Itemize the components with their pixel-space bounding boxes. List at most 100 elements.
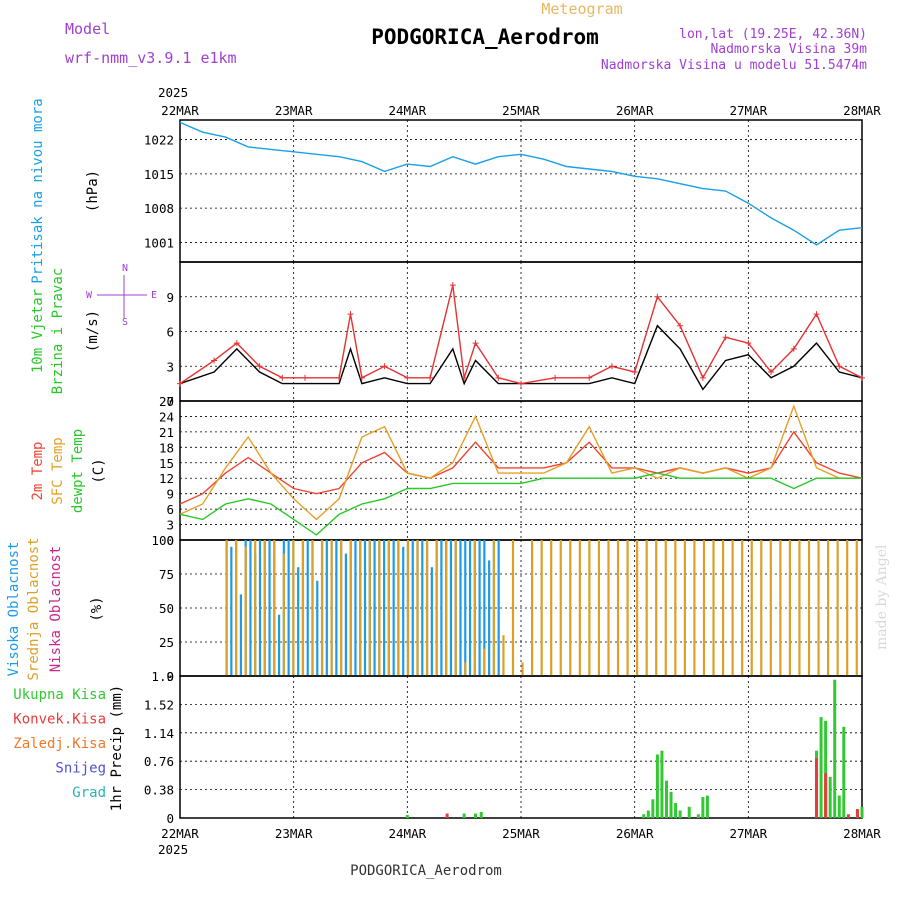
cloud-bar-mid_cloud [559, 540, 562, 676]
gust-marker [358, 374, 365, 381]
cloud-bar-mid_cloud [340, 540, 343, 676]
cloud-bar-mid_cloud [741, 540, 744, 676]
cloud-bar-mid_cloud [502, 635, 505, 676]
cloud-bar-mid_cloud [473, 540, 476, 676]
cloud-bar-high_cloud [287, 540, 290, 676]
precip-bar-total_precip [833, 679, 837, 818]
y-tick-label: 0 [166, 533, 174, 548]
precip-legend-item: Snijeg [55, 761, 106, 777]
y-tick-label: 1.14 [144, 726, 174, 741]
cloud-bar-mid_cloud [483, 648, 486, 676]
cloud-bar-high_cloud [297, 567, 300, 676]
cloud-bar-high_cloud [392, 540, 395, 676]
panel-wind: 0 3 6 9 [166, 261, 865, 409]
y-tick-label: 0 [166, 811, 174, 826]
precip-bar-total_precip [687, 806, 691, 818]
precip-legend-item: Grad [72, 785, 106, 801]
y-tick-label: 1022 [144, 133, 174, 148]
gust-marker [381, 363, 388, 370]
gust-marker [677, 322, 684, 329]
series-line-temp2m [179, 430, 863, 505]
meteogram-title: Meteogram [541, 0, 622, 18]
y-tick-label: 9 [166, 290, 174, 305]
cloud-bar-mid_cloud [540, 540, 543, 676]
y-tick-label: 3 [166, 518, 174, 533]
compass-n: N [122, 263, 128, 274]
y-tick-label: 1.52 [144, 697, 174, 712]
precip-bar-conv_precip [445, 813, 449, 818]
cloud-bar-high_cloud [411, 540, 414, 676]
x-tick-label-top: 27MAR [730, 103, 768, 118]
cloud-bar-high_cloud [354, 540, 357, 676]
y-tick-label: 15 [159, 456, 174, 471]
gust-marker [631, 369, 638, 376]
precip-bar-total_precip [642, 814, 646, 818]
gust-marker [472, 340, 479, 347]
y-tick-label: 9 [166, 487, 174, 502]
y-tick-label: 18 [159, 440, 174, 455]
gust-marker [813, 311, 820, 318]
year-top: 2025 [158, 85, 188, 100]
cloud-bar-mid_cloud [378, 540, 381, 676]
precip-bar-total_precip [655, 754, 659, 818]
cloud-bar-mid_cloud [244, 546, 247, 676]
gust-marker [449, 282, 456, 289]
cloud-bar-mid_cloud [425, 540, 429, 676]
cloud-bar-mid_cloud [597, 540, 601, 676]
y-tick-label: 21 [159, 425, 174, 440]
y-tick-label: 24 [159, 409, 174, 424]
model-elevation-text: Nadmorska Visina u modelu 51.5474m [601, 58, 867, 73]
precip-bar-total_precip [819, 717, 823, 818]
gust-marker [745, 340, 752, 347]
cloud-bar-mid_cloud [311, 540, 314, 676]
y-tick-label: 75 [159, 567, 174, 582]
cloud-bar-mid_cloud [760, 540, 763, 676]
precip-bar-conv_precip [855, 809, 859, 818]
cloud-bar-mid_cloud [683, 540, 686, 676]
cloud-bar-high_cloud [449, 540, 453, 676]
cloud-bar-mid_cloud [511, 540, 515, 676]
cloud-bar-high_cloud [478, 540, 481, 676]
y-tick-label: 0 [166, 394, 174, 409]
y-tick-label: 1008 [144, 201, 174, 216]
y-tick-label: 25 [159, 635, 174, 650]
cloud-bar-mid_cloud [292, 540, 295, 676]
panel-clouds: 0 25 50 75 100 [151, 533, 863, 684]
cloud-bar-mid_cloud [416, 540, 419, 676]
cloud-bar-high_cloud [363, 540, 367, 676]
cloud-bar-high_cloud [468, 540, 472, 676]
cloud-bar-mid_cloud [492, 540, 496, 676]
cloud-bar-high_cloud [421, 540, 424, 676]
cloud-bar-mid_cloud [779, 540, 782, 676]
gust-marker [552, 374, 559, 381]
cloud-bar-high_cloud [239, 594, 242, 676]
cloud-bar-high_cloud [430, 567, 433, 676]
precip-bar-total_precip [405, 815, 409, 818]
gust-marker [347, 311, 354, 318]
cloud-bar-mid_cloud [721, 540, 725, 676]
y-tick-label: 1001 [144, 235, 174, 250]
series-line-dewpoint [179, 472, 862, 536]
precip-legend-item: Zaledj.Kisa [13, 736, 106, 752]
sfc-temp-label: SFC Temp [50, 437, 66, 504]
cloud-bar-mid_cloud [636, 540, 639, 676]
cloud-bar-mid_cloud [731, 540, 734, 676]
cloud-bar-mid_cloud [693, 540, 696, 676]
cloud-bar-mid_cloud [454, 540, 457, 676]
cloud-bar-mid_cloud [788, 540, 791, 676]
mid-cloud-label: Srednja Oblacnost [26, 537, 42, 680]
cloud-bar-mid_cloud [330, 540, 333, 676]
precip-bar-total_precip [462, 813, 466, 818]
precip-bar-total_precip [474, 813, 478, 818]
cloud-bar-mid_cloud [387, 540, 390, 676]
cloud-bar-mid_cloud [616, 540, 620, 676]
cloud-bar-mid_cloud [855, 540, 858, 676]
precip-bar-total_precip [479, 812, 483, 818]
cloud-bar-high_cloud [230, 546, 233, 676]
series-line-wind_speed [179, 324, 863, 391]
gust-marker [722, 334, 729, 341]
y-tick-label: 0 [166, 669, 174, 684]
cloud-bar-high_cloud [402, 546, 405, 676]
cloud-bar-high_cloud [258, 540, 262, 676]
